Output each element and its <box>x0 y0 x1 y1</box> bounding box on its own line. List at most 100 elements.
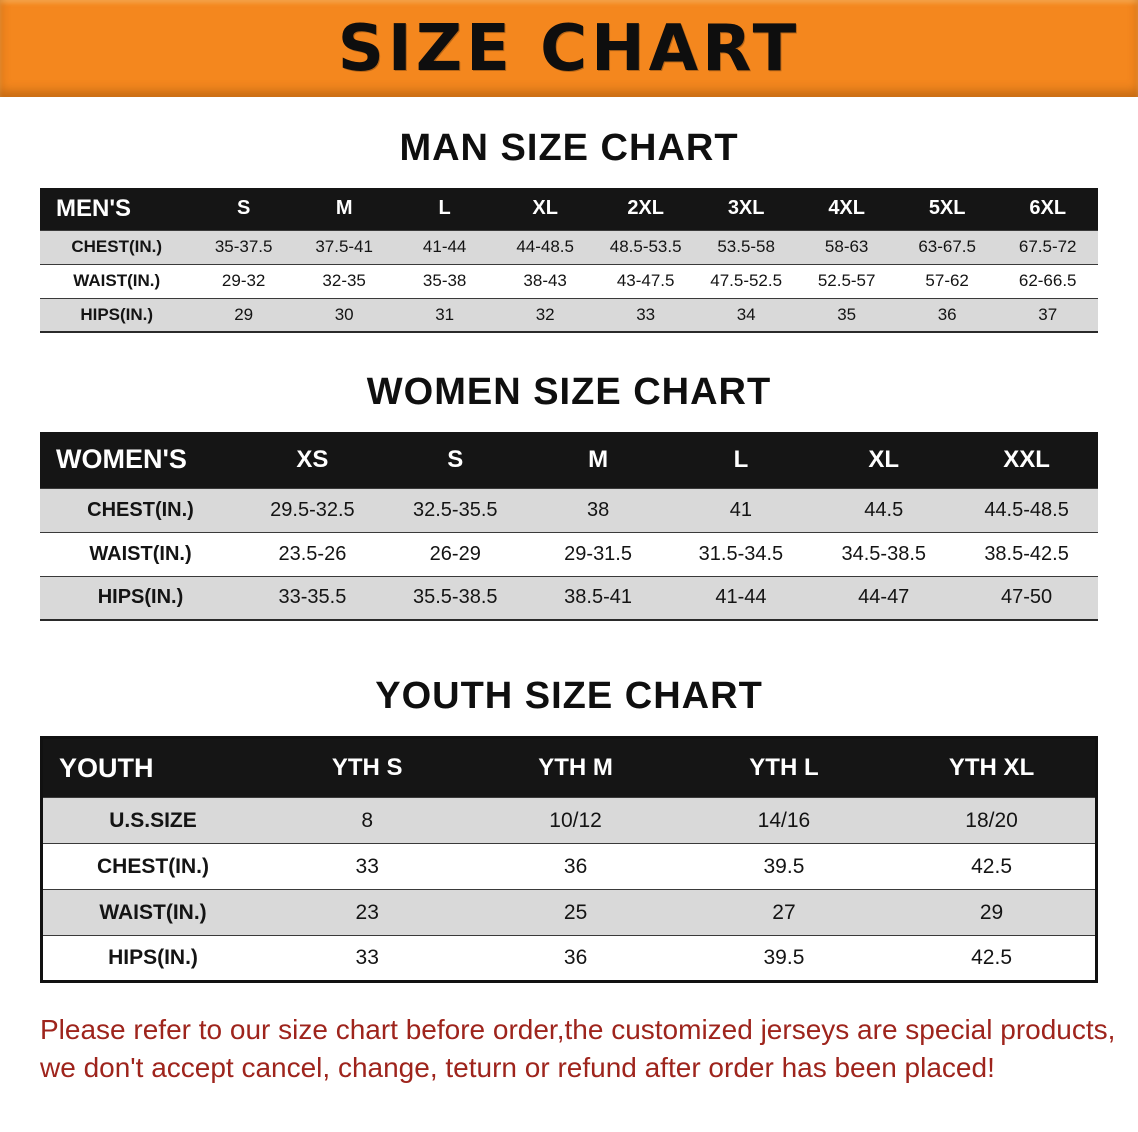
size-value-cell: 63-67.5 <box>918 237 976 256</box>
size-value-cell: 62-66.5 <box>1018 271 1077 290</box>
size-column-header: YTH M <box>538 754 613 781</box>
size-value-cell: 33 <box>355 946 379 969</box>
men-chart-heading: MAN SIZE CHART <box>399 127 739 169</box>
size-value-cell: 8 <box>361 808 374 832</box>
size-column-header: 4XL <box>828 197 865 220</box>
size-value-cell: 35-38 <box>422 271 467 290</box>
size-column-header: L <box>438 197 451 220</box>
size-column-header: XL <box>868 445 900 473</box>
table-row: WAIST(IN.) 23.5-26 26-29 29-31.5 31.5-34.5 34… <box>40 532 1098 576</box>
size-value-cell: 39.5 <box>763 854 805 878</box>
size-value-cell: 57-62 <box>925 271 969 290</box>
size-value-cell: 35 <box>837 304 857 324</box>
size-value-cell: 38-43 <box>523 271 567 290</box>
table-row: U.S.SIZE 8 10/12 14/16 18/20 <box>41 797 1097 844</box>
size-value-cell: 27 <box>772 900 796 924</box>
size-value-cell: 23.5-26 <box>278 542 347 565</box>
size-column-header: 2XL <box>627 197 664 220</box>
size-value-cell: 25 <box>563 900 588 924</box>
size-value-cell: 36 <box>937 304 957 324</box>
table-title-cell: YOUTH <box>59 752 154 783</box>
size-value-cell: 44-47 <box>858 586 910 609</box>
size-column-header: M <box>335 197 353 220</box>
size-value-cell: 32-35 <box>322 271 366 290</box>
size-value-cell: 48.5-53.5 <box>609 237 682 256</box>
women-size-section: WOMEN SIZE CHART WOMEN'S XS S M L XL XXL CHEST(… <box>0 371 1138 621</box>
youth-size-section: YOUTH SIZE CHART YOUTH YTH S YTH M YTH L YTH… <box>0 675 1138 983</box>
size-column-header: XXL <box>1003 445 1050 473</box>
size-value-cell: 23 <box>355 900 379 924</box>
row-label: HIPS(IN.) <box>97 586 184 609</box>
size-column-header: 3XL <box>727 197 765 220</box>
row-label: CHEST(IN.) <box>97 854 210 878</box>
size-value-cell: 67.5-72 <box>1018 237 1077 256</box>
size-column-header: YTH L <box>749 754 819 781</box>
men-size-table: MEN'S S M L XL 2XL 3XL 4XL 5XL 6XL CHEST(IN.) 35-37… <box>40 188 1098 333</box>
size-column-header: L <box>733 445 749 473</box>
table-row: WAIST(IN.) 23 25 27 29 <box>41 889 1097 936</box>
size-value-cell: 38 <box>586 498 610 521</box>
size-chart-banner: SIZE CHART <box>0 0 1138 97</box>
size-value-cell: 18/20 <box>965 808 1018 832</box>
size-value-cell: 38.5-41 <box>564 586 632 609</box>
size-value-cell: 53.5-58 <box>717 237 775 256</box>
table-row: HIPS(IN.) 33 36 39.5 42.5 <box>41 935 1097 982</box>
size-column-header: YTH XL <box>948 754 1035 781</box>
size-value-cell: 29 <box>234 304 254 324</box>
size-value-cell: 29-31.5 <box>564 542 632 565</box>
size-column-header: S <box>236 197 251 220</box>
row-label: WAIST(IN.) <box>89 542 192 565</box>
size-value-cell: 29-32 <box>221 271 266 290</box>
size-value-cell: 36 <box>563 854 588 878</box>
size-value-cell: 37 <box>1038 304 1058 324</box>
size-column-header: XS <box>296 445 329 473</box>
size-value-cell: 41-44 <box>715 586 767 609</box>
size-value-cell: 31.5-34.5 <box>698 542 784 565</box>
size-value-cell: 52.5-57 <box>817 271 876 290</box>
disclaimer-line-2: we don't accept cancel, change, teturn o… <box>40 1052 995 1083</box>
disclaimer-line-1: Please refer to our size chart before or… <box>40 1014 1116 1045</box>
size-column-header: M <box>588 445 609 473</box>
size-value-cell: 44-48.5 <box>516 237 574 256</box>
size-value-cell: 44.5 <box>864 498 904 521</box>
size-value-cell: 33-35.5 <box>278 586 347 609</box>
row-label: HIPS(IN.) <box>108 946 198 969</box>
size-value-cell: 58-63 <box>824 237 869 256</box>
row-label: WAIST(IN.) <box>73 271 161 290</box>
size-value-cell: 10/12 <box>549 808 602 832</box>
table-title-cell: WOMEN'S <box>56 444 187 475</box>
row-label: CHEST(IN.) <box>87 498 194 521</box>
size-value-cell: 47.5-52.5 <box>710 271 783 290</box>
table-row: WAIST(IN.) 29-32 32-35 35-38 38-43 43-47.5 47.… <box>40 264 1098 298</box>
size-value-cell: 33 <box>636 304 656 324</box>
size-value-cell: 41-44 <box>422 237 467 256</box>
size-value-cell: 32 <box>535 304 555 324</box>
table-title-cell: MEN'S <box>56 194 132 222</box>
size-value-cell: 42.5 <box>971 946 1012 969</box>
table-row: HIPS(IN.) 33-35.5 35.5-38.5 38.5-41 41-44 44-… <box>40 576 1098 620</box>
size-value-cell: 31 <box>435 304 455 324</box>
size-value-cell: 33 <box>355 854 379 878</box>
page-title: SIZE CHART <box>337 11 801 86</box>
size-value-cell: 26-29 <box>429 542 481 565</box>
table-row: CHEST(IN.) 35-37.5 37.5-41 41-44 44-48.5 48.5… <box>40 230 1098 264</box>
size-value-cell: 35-37.5 <box>214 237 273 256</box>
size-value-cell: 30 <box>334 304 354 324</box>
table-header-row: WOMEN'S XS S M L XL XXL <box>40 432 1098 488</box>
size-value-cell: 41 <box>729 498 753 521</box>
row-label: CHEST(IN.) <box>71 237 163 256</box>
size-value-cell: 44.5-48.5 <box>984 498 1069 521</box>
size-value-cell: 37.5-41 <box>315 237 373 256</box>
size-value-cell: 29 <box>979 900 1004 924</box>
table-header-row: MEN'S S M L XL 2XL 3XL 4XL 5XL 6XL <box>40 188 1098 230</box>
youth-size-table: YOUTH YTH S YTH M YTH L YTH XL U.S.SIZE 8 10/12… <box>40 736 1098 983</box>
size-value-cell: 36 <box>563 946 588 969</box>
table-row: CHEST(IN.) 33 36 39.5 42.5 <box>41 843 1097 890</box>
women-chart-heading: WOMEN SIZE CHART <box>366 371 772 413</box>
size-value-cell: 42.5 <box>971 854 1012 878</box>
size-value-cell: 34.5-38.5 <box>841 542 926 565</box>
size-value-cell: 47-50 <box>1001 586 1053 609</box>
size-value-cell: 39.5 <box>763 946 805 969</box>
size-value-cell: 14/16 <box>757 808 811 832</box>
table-row: HIPS(IN.) 29 30 31 32 33 34 35 36 37 <box>40 298 1098 332</box>
